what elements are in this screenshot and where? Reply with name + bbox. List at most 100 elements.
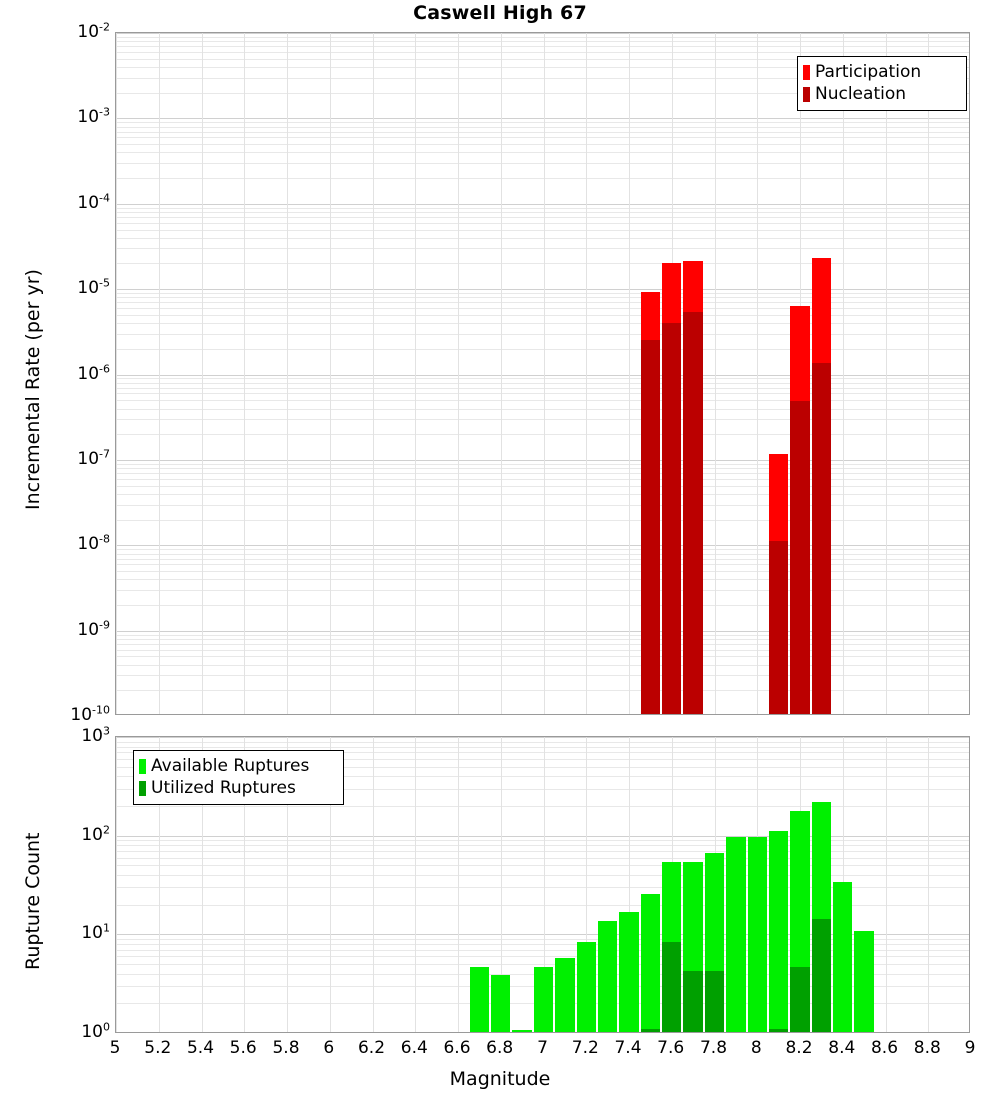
gridline-horizontal [116, 229, 969, 231]
bar-group [491, 737, 511, 1032]
gridline-vertical [629, 737, 630, 1032]
bar-segment-utilized [790, 966, 810, 1032]
gridline-horizontal [116, 144, 969, 146]
bar-segment-utilized [683, 970, 703, 1032]
gridline-vertical [287, 33, 288, 714]
bar-group [811, 737, 832, 1032]
gridline-horizontal [116, 564, 969, 566]
gridline-horizontal [116, 638, 969, 640]
bar-group [512, 737, 532, 1032]
gridline-horizontal [116, 630, 969, 632]
gridline-vertical [116, 737, 117, 1032]
gridline-vertical [458, 737, 459, 1032]
gridline-vertical [586, 33, 588, 714]
bar-segment-utilized [704, 970, 725, 1032]
legend-item-label: Participation [815, 61, 922, 82]
gridline-horizontal [116, 746, 969, 748]
gridline-horizontal [116, 690, 969, 692]
x-axis-tick-label: 7.6 [657, 1038, 685, 1058]
gridline-horizontal [116, 293, 969, 294]
x-axis-tick-label: 8.6 [870, 1038, 899, 1058]
gridline-horizontal [116, 478, 969, 480]
gridline-horizontal [116, 212, 969, 213]
gridline-vertical [158, 33, 160, 714]
gridline-horizontal [116, 840, 969, 842]
legend-item: Available Ruptures [139, 755, 336, 777]
bar-segment-available [469, 966, 490, 1032]
gridline-vertical [928, 737, 930, 1032]
gridline-horizontal [116, 851, 969, 852]
gridline-horizontal [116, 468, 969, 470]
gridline-horizontal [116, 904, 969, 906]
gridline-vertical [372, 33, 374, 714]
y-axis-tick-label: 10-7 [77, 447, 110, 469]
legend-swatch-icon [139, 780, 146, 796]
gridline-horizontal [116, 857, 969, 859]
bar-segment-available [619, 911, 639, 1032]
gridline-vertical [714, 33, 716, 714]
gridline-vertical [287, 737, 288, 1032]
gridline-vertical [329, 33, 331, 714]
gridline-horizontal [116, 604, 969, 606]
gridline-horizontal [116, 203, 969, 205]
gridline-vertical [543, 33, 545, 714]
gridline-horizontal [116, 118, 969, 120]
legend-item: Utilized Ruptures [139, 777, 336, 799]
gridline-horizontal [116, 643, 969, 645]
x-axis-tick-label: 8.8 [913, 1038, 941, 1058]
gridline-vertical [629, 33, 630, 714]
page-title: Caswell High 67 [413, 2, 587, 24]
gridline-horizontal [116, 737, 969, 738]
y-axis-tick-label: 10-4 [77, 191, 110, 213]
legend-item: Nucleation [803, 83, 959, 105]
gridline-horizontal [116, 741, 969, 743]
x-axis-tick-label: 6.6 [443, 1038, 471, 1058]
bar-segment-available [512, 1029, 532, 1032]
gridline-horizontal [116, 675, 969, 677]
gridline-horizontal [116, 400, 969, 402]
gridline-horizontal [116, 493, 969, 495]
legend-item-label: Utilized Ruptures [151, 777, 296, 798]
bottom-legend: Available Ruptures Utilized Ruptures [133, 750, 344, 805]
gridline-horizontal [116, 217, 969, 218]
y-axis-tick-label: 10-10 [70, 703, 110, 725]
gridline-vertical [757, 33, 759, 714]
gridline-horizontal [116, 92, 969, 94]
y-axis-tick-label: 10-6 [77, 361, 110, 384]
gridline-horizontal [116, 58, 969, 60]
gridline-vertical [543, 737, 545, 1032]
y-axis-tick-label: 100 [81, 1020, 110, 1042]
bar-segment-available [555, 958, 575, 1032]
bar-group [768, 33, 789, 714]
bar-group [683, 737, 703, 1032]
gridline-vertical [885, 33, 887, 714]
bar-segment-available [726, 836, 746, 1032]
bar-segment-nucleation [811, 362, 832, 714]
incremental-rate-panel [115, 32, 970, 715]
gridline-horizontal [116, 374, 969, 376]
gridline-horizontal [116, 122, 969, 124]
gridline-horizontal [116, 36, 969, 38]
x-axis-tick-label: 6.2 [357, 1038, 386, 1058]
gridline-horizontal [116, 473, 969, 475]
gridline-horizontal [116, 289, 969, 291]
gridline-horizontal [116, 887, 969, 889]
top-legend: Participation Nucleation [797, 56, 967, 111]
gridline-horizontal [116, 485, 969, 487]
y-axis-tick-label: 10-5 [77, 276, 110, 299]
x-axis-tick-label: 7 [537, 1038, 548, 1058]
y-axis-tick-label: 103 [81, 724, 110, 746]
gridline-horizontal [116, 579, 969, 581]
x-axis-tick-label: 8 [750, 1038, 762, 1058]
gridline-horizontal [116, 956, 969, 958]
bar-group [619, 737, 639, 1032]
gridline-horizontal [116, 387, 969, 389]
gridline-horizontal [116, 137, 969, 139]
gridline-horizontal [116, 549, 969, 551]
gridline-horizontal [116, 656, 969, 658]
bar-segment-nucleation [790, 401, 810, 714]
gridline-horizontal [116, 302, 969, 304]
bar-group [533, 737, 554, 1032]
gridline-horizontal [116, 463, 969, 465]
gridline-horizontal [116, 348, 969, 350]
